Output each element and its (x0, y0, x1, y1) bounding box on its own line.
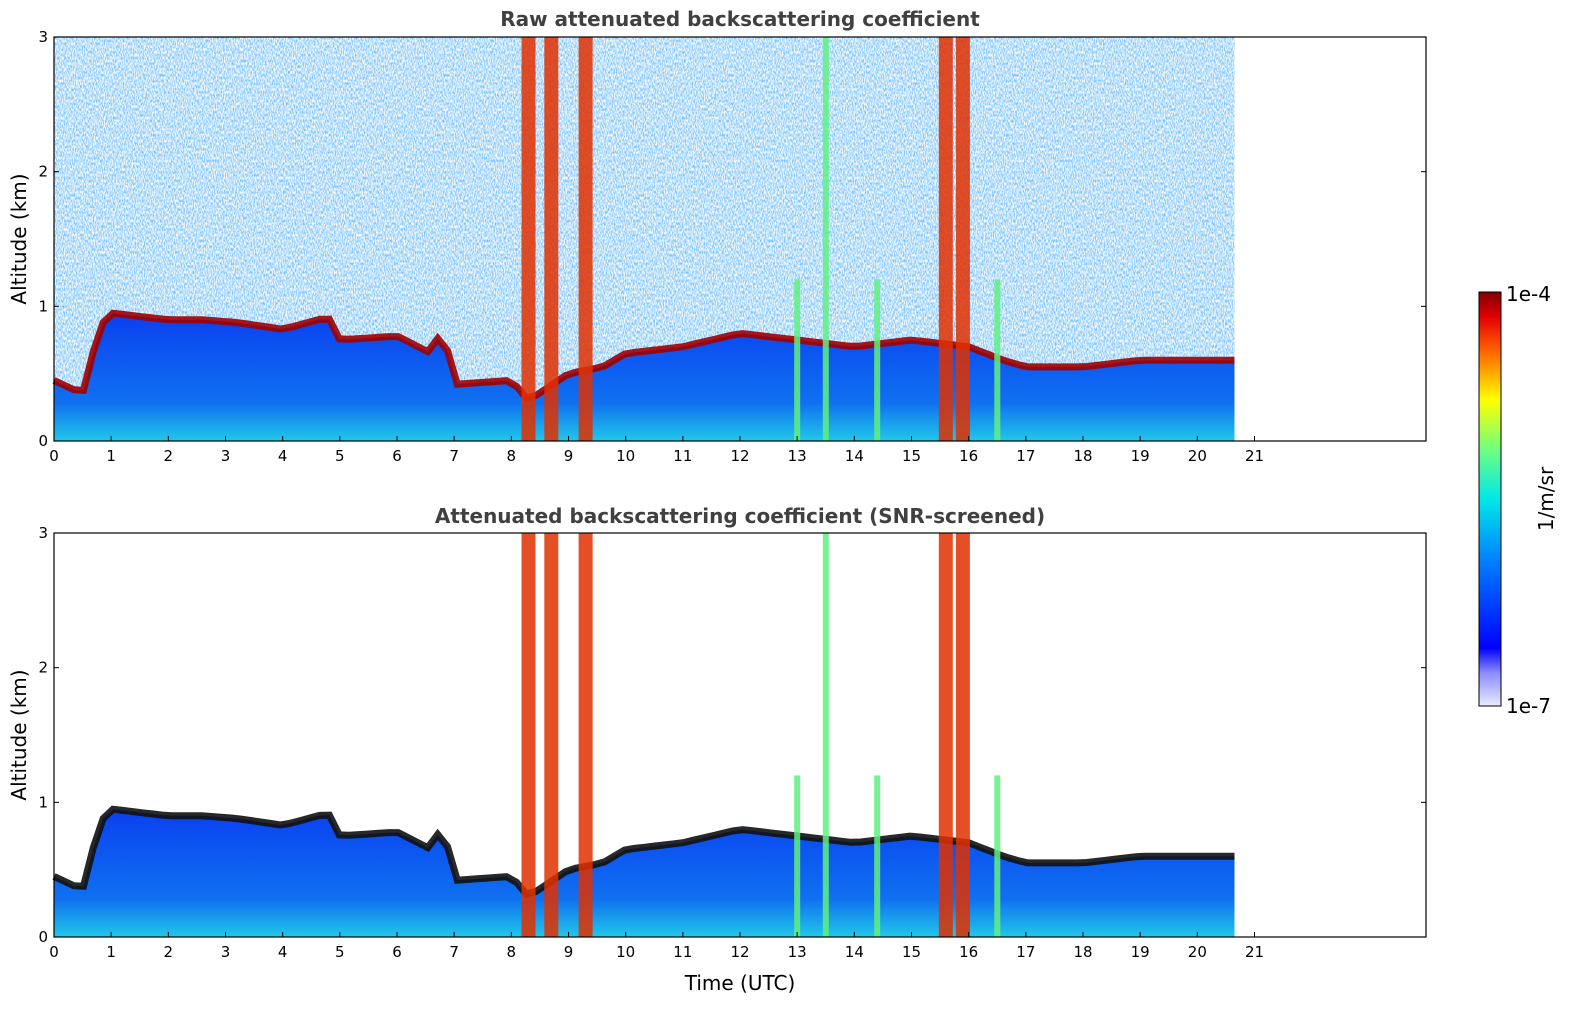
precipitation-column (822, 533, 829, 937)
x-tick-label: 12 (730, 447, 749, 465)
precipitation-column (955, 533, 970, 937)
precipitation-column (822, 37, 829, 441)
colorbar-unit-label: 1/m/sr (1534, 466, 1558, 531)
precipitation-column (544, 37, 559, 441)
x-tick-label: 1 (106, 447, 116, 465)
panel-title: Attenuated backscattering coefficient (S… (435, 504, 1045, 528)
x-tick-label: 4 (278, 943, 288, 961)
y-tick-label: 0 (38, 432, 48, 450)
x-tick-label: 10 (616, 447, 635, 465)
precipitation-column (794, 279, 801, 441)
x-tick-label: 20 (1188, 943, 1207, 961)
x-tick-label: 5 (335, 943, 345, 961)
x-tick-label: 11 (673, 943, 692, 961)
colorbar: 1e-4 1e-7 1/m/sr (1478, 282, 1558, 718)
x-tick-label: 18 (1073, 447, 1092, 465)
precipitation-column (938, 533, 953, 937)
x-tick-label: 15 (902, 943, 921, 961)
precipitation-column (578, 37, 593, 441)
y-tick-label: 2 (38, 659, 48, 677)
y-tick-label: 1 (38, 297, 48, 315)
x-tick-label: 0 (49, 943, 59, 961)
precipitation-column (874, 279, 881, 441)
x-tick-label: 20 (1188, 447, 1207, 465)
x-tick-label: 6 (392, 943, 402, 961)
x-tick-label: 16 (959, 447, 978, 465)
panel-title: Raw attenuated backscattering coefficien… (500, 7, 980, 31)
x-tick-label: 10 (616, 943, 635, 961)
precipitation-column (994, 775, 1001, 937)
x-tick-label: 16 (959, 943, 978, 961)
precipitation-column (938, 37, 953, 441)
precipitation-column (955, 37, 970, 441)
x-tick-label: 2 (164, 447, 174, 465)
x-tick-label: 19 (1131, 943, 1150, 961)
y-axis-label: Altitude (km) (7, 173, 31, 304)
x-tick-label: 7 (449, 447, 459, 465)
boundary-layer (54, 809, 1235, 937)
heatmap-raw (52, 37, 1235, 441)
x-tick-label: 13 (788, 447, 807, 465)
x-tick-label: 18 (1073, 943, 1092, 961)
y-tick-label: 1 (38, 793, 48, 811)
colorbar-max-label: 1e-4 (1506, 282, 1551, 306)
precipitation-column (874, 775, 881, 937)
heatmap-screened (52, 533, 1235, 937)
colorbar-gradient (1478, 291, 1502, 707)
x-tick-label: 5 (335, 447, 345, 465)
x-tick-label: 21 (1245, 447, 1264, 465)
x-tick-label: 3 (221, 447, 231, 465)
x-tick-label: 7 (449, 943, 459, 961)
x-tick-label: 17 (1016, 447, 1035, 465)
precipitation-column (544, 533, 559, 937)
precipitation-column (578, 533, 593, 937)
precipitation-column (521, 533, 536, 937)
x-tick-label: 12 (730, 943, 749, 961)
x-tick-label: 1 (106, 943, 116, 961)
y-tick-label: 3 (38, 28, 48, 46)
y-tick-label: 3 (38, 524, 48, 542)
x-tick-label: 13 (788, 943, 807, 961)
colorbar-min-label: 1e-7 (1506, 694, 1551, 718)
precipitation-column (994, 279, 1001, 441)
x-tick-label: 8 (507, 943, 517, 961)
boundary-layer-top (52, 309, 1235, 402)
x-tick-label: 9 (564, 943, 574, 961)
x-tick-label: 0 (49, 447, 59, 465)
x-axis-label: Time (UTC) (684, 971, 796, 995)
panel-raw: Raw attenuated backscattering coefficien… (7, 7, 1427, 465)
x-tick-label: 17 (1016, 943, 1035, 961)
x-tick-label: 14 (845, 943, 864, 961)
x-tick-label: 11 (673, 447, 692, 465)
x-tick-label: 4 (278, 447, 288, 465)
precipitation-column (521, 37, 536, 441)
boundary-layer-top (52, 805, 1235, 898)
x-tick-label: 2 (164, 943, 174, 961)
x-tick-label: 21 (1245, 943, 1264, 961)
y-tick-label: 2 (38, 163, 48, 181)
x-tick-label: 3 (221, 943, 231, 961)
y-axis-label: Altitude (km) (7, 669, 31, 800)
y-tick-label: 0 (38, 928, 48, 946)
x-tick-label: 19 (1131, 447, 1150, 465)
x-tick-label: 9 (564, 447, 574, 465)
x-tick-label: 8 (507, 447, 517, 465)
panel-screened: Attenuated backscattering coefficient (S… (7, 504, 1427, 995)
precipitation-column (794, 775, 801, 937)
x-tick-label: 14 (845, 447, 864, 465)
x-tick-label: 6 (392, 447, 402, 465)
x-tick-label: 15 (902, 447, 921, 465)
